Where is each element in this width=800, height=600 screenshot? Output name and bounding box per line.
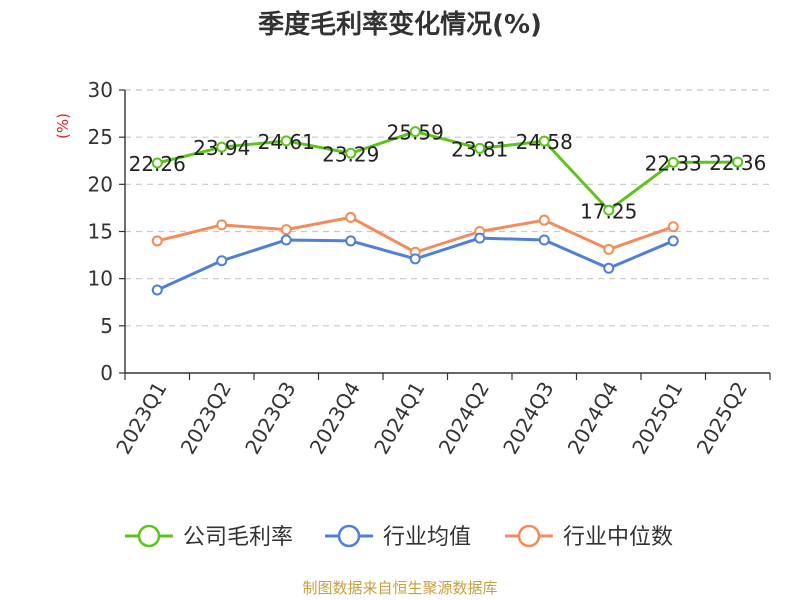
y-axis-unit-label: (%) bbox=[54, 113, 72, 139]
data-point bbox=[474, 232, 486, 244]
x-tick-label: 2023Q3 bbox=[240, 378, 300, 459]
data-label: 22.33 bbox=[645, 151, 702, 175]
data-point bbox=[538, 234, 550, 246]
source-note: 制图数据来自恒生聚源数据库 bbox=[302, 579, 497, 597]
data-point bbox=[667, 235, 679, 247]
x-tick-label: 2024Q1 bbox=[369, 378, 429, 459]
x-tick-label: 2023Q1 bbox=[111, 378, 171, 459]
legend-label: 行业均值 bbox=[383, 525, 471, 550]
legend-marker bbox=[337, 524, 361, 548]
legend: 公司毛利率 行业均值 行业中位数 bbox=[125, 524, 673, 550]
data-point bbox=[216, 255, 228, 267]
data-point bbox=[603, 204, 615, 216]
legend-marker bbox=[517, 524, 541, 548]
x-tick-label: 2024Q2 bbox=[434, 378, 494, 459]
x-tick-label: 2025Q2 bbox=[692, 378, 752, 459]
data-point bbox=[667, 156, 679, 168]
y-tick-label: 15 bbox=[88, 220, 113, 244]
data-point bbox=[603, 262, 615, 274]
data-point bbox=[345, 211, 357, 223]
chart-title: 季度毛利率变化情况(%) bbox=[258, 9, 542, 40]
data-label: 23.29 bbox=[322, 142, 379, 166]
data-point bbox=[280, 224, 292, 236]
data-label: 23.94 bbox=[193, 136, 250, 160]
data-label: 23.81 bbox=[451, 137, 508, 161]
data-point bbox=[345, 147, 357, 159]
x-tick-label: 2023Q4 bbox=[305, 378, 365, 459]
x-tick-label: 2025Q1 bbox=[627, 378, 687, 459]
data-point bbox=[216, 141, 228, 153]
data-point bbox=[151, 235, 163, 247]
data-point bbox=[732, 156, 744, 168]
data-point bbox=[345, 235, 357, 247]
data-label: 24.58 bbox=[516, 130, 573, 154]
legend-marker bbox=[137, 524, 161, 548]
x-tick-label: 2024Q4 bbox=[563, 378, 623, 459]
data-label: 22.36 bbox=[709, 151, 766, 175]
data-label: 25.59 bbox=[387, 121, 444, 145]
data-point bbox=[151, 284, 163, 296]
x-tick-label: 2023Q2 bbox=[176, 378, 236, 459]
y-tick-label: 25 bbox=[88, 125, 113, 149]
data-point bbox=[409, 126, 421, 138]
data-label: 24.61 bbox=[258, 130, 315, 154]
data-point bbox=[216, 219, 228, 231]
y-tick-label: 5 bbox=[100, 314, 113, 338]
data-point bbox=[603, 243, 615, 255]
x-tick-label: 2024Q3 bbox=[498, 378, 558, 459]
series-lines bbox=[151, 126, 744, 296]
data-label: 17.25 bbox=[580, 199, 637, 223]
y-tick-label: 0 bbox=[100, 361, 113, 385]
legend-label: 行业中位数 bbox=[563, 525, 673, 550]
data-label: 22.26 bbox=[129, 152, 186, 176]
data-point bbox=[280, 234, 292, 246]
data-point bbox=[474, 142, 486, 154]
grid-lines bbox=[125, 89, 770, 327]
legend-item: 公司毛利率 bbox=[125, 524, 293, 550]
legend-item: 行业中位数 bbox=[505, 524, 673, 550]
data-point bbox=[151, 157, 163, 169]
data-point bbox=[538, 214, 550, 226]
series-line bbox=[156, 130, 738, 212]
data-point bbox=[538, 135, 550, 147]
y-tick-label: 20 bbox=[88, 172, 113, 196]
y-tick-label: 10 bbox=[88, 267, 113, 291]
y-tick-label: 30 bbox=[88, 78, 113, 102]
data-point bbox=[280, 135, 292, 147]
data-labels: 22.26 23.94 24.61 23.29 25.59 23.81 24.58 17.25… bbox=[129, 121, 767, 224]
data-point bbox=[667, 221, 679, 233]
data-point bbox=[409, 253, 421, 265]
legend-item: 行业均值 bbox=[325, 524, 471, 550]
legend-label: 公司毛利率 bbox=[183, 525, 293, 550]
